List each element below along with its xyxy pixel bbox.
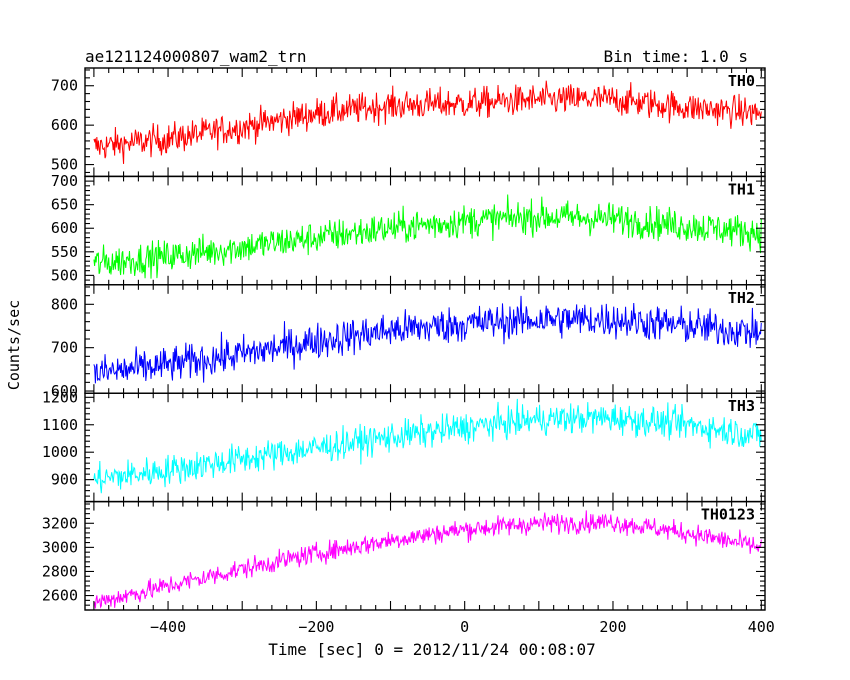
panel-th1: 500 550 600 650 700 TH1	[51, 172, 766, 286]
x-axis: −400 −200 0 200 400	[150, 618, 775, 636]
y-tick-label: 2600	[42, 587, 78, 605]
chart-title: ae121124000807_wam2_trn	[85, 47, 307, 66]
y-tick-label: 600	[51, 382, 78, 400]
bin-time-label: Bin time: 1.0 s	[604, 47, 749, 66]
series-line-th3	[93, 398, 762, 494]
x-tick-label: −200	[298, 618, 334, 636]
series-line-th0123	[93, 510, 762, 609]
y-tick-label: 800	[51, 295, 78, 313]
x-tick-label: −400	[150, 618, 186, 636]
panel-th2: 600 700 800 TH2	[51, 284, 766, 400]
y-tick-label: 3200	[42, 514, 78, 532]
panel-th3: 900 1000 1100 1200 TH3	[42, 388, 766, 503]
y-tick-label: 700	[51, 172, 78, 190]
y-tick-label: 2800	[42, 562, 78, 580]
y-tick-label: 650	[51, 196, 78, 214]
y-tick-label: 700	[51, 339, 78, 357]
panel-label: TH0	[728, 72, 755, 90]
x-tick-label: 200	[599, 618, 626, 636]
y-tick-label: 700	[51, 77, 78, 95]
y-tick-label: 600	[51, 219, 78, 237]
panel-label: TH3	[728, 397, 755, 415]
panel-frame	[84, 175, 766, 286]
panel-frame	[84, 67, 766, 178]
x-axis-label: Time [sec] 0 = 2012/11/24 00:08:07	[268, 640, 596, 659]
y-tick-label: 1200	[42, 388, 78, 406]
panel-th0: 500 600 700 TH0	[51, 67, 766, 178]
panel-label: TH1	[728, 180, 755, 198]
y-axis-label: Counts/sec	[5, 300, 23, 390]
y-tick-label: 900	[51, 471, 78, 489]
x-tick-label: 400	[748, 618, 775, 636]
series-line-th1	[93, 194, 762, 279]
series-line-th0	[93, 80, 762, 164]
y-tick-label: 500	[51, 266, 78, 284]
y-tick-label: 500	[51, 156, 78, 174]
panel-label: TH0123	[701, 506, 755, 524]
y-tick-label: 550	[51, 243, 78, 261]
panels: 500 600 700 TH0 500 550 600 650 700 TH1 600 700 800 T…	[42, 67, 766, 611]
y-tick-label: 1100	[42, 416, 78, 434]
y-tick-label: 600	[51, 116, 78, 134]
y-tick-label: 1000	[42, 443, 78, 461]
panel-label: TH2	[728, 289, 755, 307]
panel-th0123: 2600 2800 3000 3200 TH0123	[42, 500, 766, 611]
x-tick-label: 0	[460, 618, 469, 636]
series-line-th2	[93, 295, 762, 384]
y-tick-label: 3000	[42, 538, 78, 556]
panel-frame	[84, 500, 766, 611]
